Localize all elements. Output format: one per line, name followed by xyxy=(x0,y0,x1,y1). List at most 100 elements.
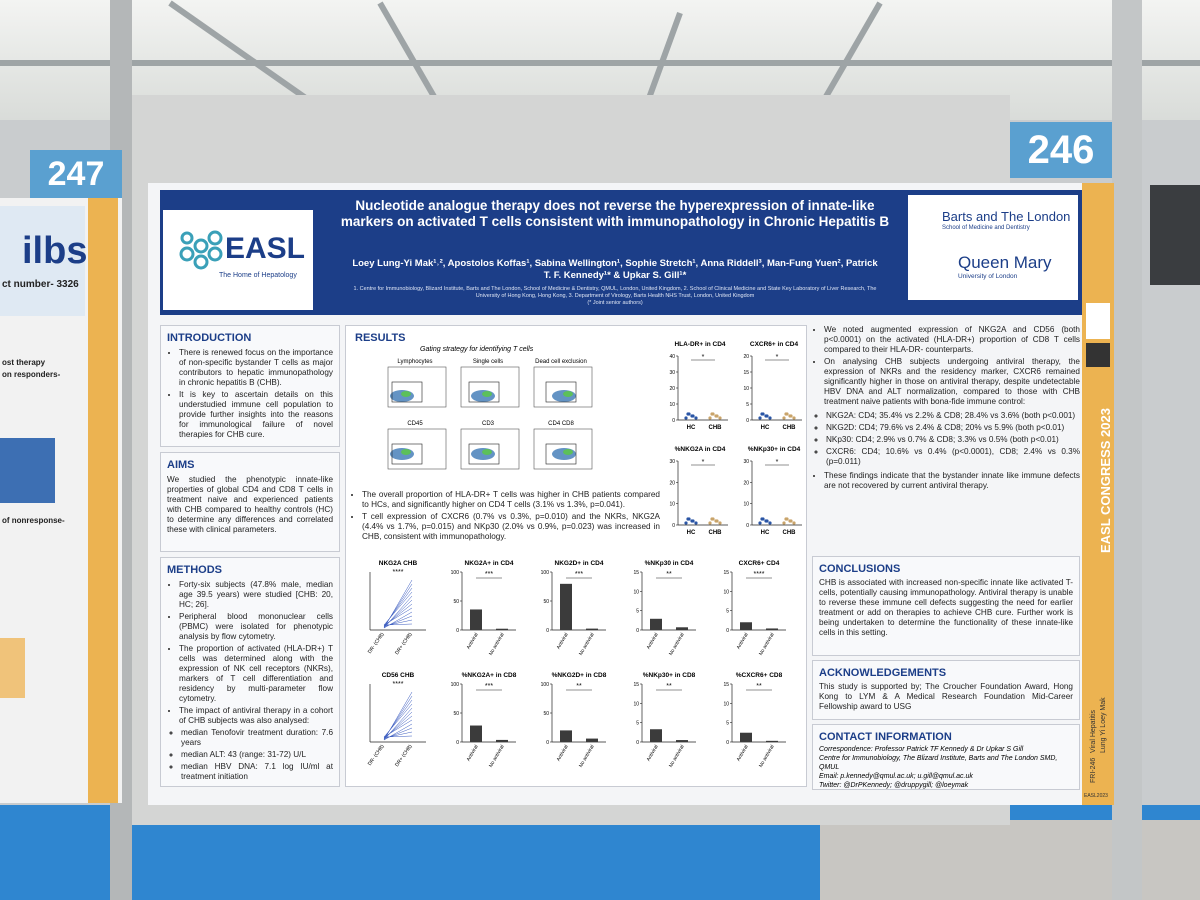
gating-figure: Lymphocytes Single cells Dead cell exclusi… xyxy=(380,356,600,476)
sample-dot xyxy=(760,412,764,416)
gate xyxy=(391,381,423,403)
bullet: On analysing CHB subjects undergoing ant… xyxy=(824,357,1080,407)
significance: ** xyxy=(666,683,672,690)
contact-line: Centre for Immunobiology, The Blizard In… xyxy=(819,755,1058,771)
scatter-chart: %NKp30+ in CD4 0 10 20 30 HC CHB * xyxy=(743,446,802,536)
barts-sub: School of Medicine and Dentistry xyxy=(942,225,1030,231)
y-tick-label: 15 xyxy=(723,570,729,576)
gate xyxy=(545,381,577,403)
bar-chart: CXCR6+ CD4 0 5 10 15 Antiviral No antiviral ***… xyxy=(723,560,786,657)
sample-dot xyxy=(690,519,694,523)
sample-dot xyxy=(684,416,688,420)
conclusions-text: CHB is associated with increased non-spe… xyxy=(819,578,1073,637)
significance: * xyxy=(702,354,705,361)
y-tick-label: 10 xyxy=(743,502,749,508)
y-tick-label: 50 xyxy=(543,711,549,717)
y-tick-label: 0 xyxy=(672,418,675,424)
gating-panel: CD3 xyxy=(460,421,520,470)
poster-code: FRI-246 xyxy=(1090,757,1097,783)
bullet: NKG2D: CD4; 79.6% vs 2.4% & CD8; 20% vs … xyxy=(826,423,1080,433)
gate xyxy=(391,443,423,465)
x-tick-label: DR+ (CHB) xyxy=(394,743,414,768)
chart-title: HLA-DR+ in CD4 xyxy=(674,341,725,348)
aims-box: AIMS We studied the phenotypic innate-li… xyxy=(160,452,340,552)
y-tick-label: 30 xyxy=(669,370,675,376)
gate xyxy=(468,381,500,403)
significance: *** xyxy=(485,683,493,690)
conclusions-box: CONCLUSIONS CHB is associated with incre… xyxy=(812,556,1080,656)
sample-dot xyxy=(784,517,788,521)
sub-bullet-list: median Tenofovir treatment duration: 7.6… xyxy=(167,728,333,782)
phone-icon xyxy=(1086,303,1110,339)
y-tick-label: 10 xyxy=(669,502,675,508)
y-tick-label: 5 xyxy=(746,402,749,408)
significance: * xyxy=(776,459,779,466)
scatter-charts: HLA-DR+ in CD4 0 10 20 30 40 HC CHB * CXCR6+ in C… xyxy=(660,340,805,550)
easl-logo: EASL The Home of Hepatology xyxy=(163,210,313,310)
panel-title: CD4 CD8 xyxy=(548,421,574,427)
paired-chart: CD56 CHB DR- (CHB) DR+ (CHB) **** xyxy=(367,672,426,768)
bar xyxy=(766,740,778,742)
bar xyxy=(586,628,598,630)
cell-cloud xyxy=(563,449,573,455)
section-heading: CONTACT INFORMATION xyxy=(819,731,952,743)
qm-name: Queen Mary xyxy=(958,253,1052,272)
y-tick-label: 10 xyxy=(633,701,639,707)
x-tick-label: CHB xyxy=(783,425,797,431)
bullet-list: These findings indicate that the bystand… xyxy=(812,471,1080,491)
affiliations: 1. Centre for Immunobiology, Blizard Ins… xyxy=(350,286,880,307)
y-tick-label: 10 xyxy=(633,589,639,595)
y-tick-label: 20 xyxy=(743,480,749,486)
sample-dot xyxy=(714,519,718,523)
bullet: NKG2A: CD4; 35.4% vs 2.2% & CD8; 28.4% v… xyxy=(826,411,1080,421)
bullet-list: Forty-six subjects (47.8% male, median a… xyxy=(167,580,333,726)
sample-dot xyxy=(788,414,792,418)
bar xyxy=(560,730,572,742)
pair-line xyxy=(383,703,413,738)
qm-sub: University of London xyxy=(958,273,1018,280)
affiliation-text: 1. Centre for Immunobiology, Blizard Ins… xyxy=(353,286,877,299)
contact-lines: Correspondence: Professor Patrick TF Ken… xyxy=(819,745,1073,790)
gating-panel: CD4 CD8 xyxy=(533,421,593,470)
y-tick-label: 20 xyxy=(743,354,749,360)
bar-chart: %NKp30+ in CD8 0 5 10 15 Antiviral No antivira… xyxy=(633,672,696,769)
sample-dot xyxy=(758,521,762,525)
neighbor-logo xyxy=(0,206,85,316)
significance: *** xyxy=(485,571,493,578)
x-tick-label: No antiviral xyxy=(758,632,776,657)
panel-title: Single cells xyxy=(473,359,503,365)
congress-label: EASL CONGRESS 2023 xyxy=(1098,408,1113,553)
sub-bullet-list: NKG2A: CD4; 35.4% vs 2.2% & CD8; 28.4% v… xyxy=(812,411,1080,467)
chart-title: %CXCR6+ CD8 xyxy=(736,672,783,679)
neighbor-text: ost therapy xyxy=(2,358,46,367)
y-tick-label: 0 xyxy=(546,740,549,746)
x-tick-label: No antiviral xyxy=(668,744,686,769)
bullet: median Tenofovir treatment duration: 7.6… xyxy=(181,728,333,748)
chart-title: CD56 CHB xyxy=(382,672,415,679)
bar xyxy=(676,740,688,742)
sample-dot xyxy=(782,521,786,525)
chart-title: %NKp30 in CD4 xyxy=(645,560,694,567)
y-tick-label: 5 xyxy=(636,609,639,615)
bar xyxy=(470,609,482,630)
bar-chart: %CXCR6+ CD8 0 5 10 15 Antiviral No antiviral ** xyxy=(723,672,786,769)
bullet: The impact of antiviral therapy in a coh… xyxy=(179,706,333,726)
chart-title: %NKG2A+ in CD8 xyxy=(462,672,517,679)
gate xyxy=(545,443,577,465)
easl-icon xyxy=(179,230,223,270)
findings: We noted augmented expression of NKG2A a… xyxy=(812,325,1080,550)
x-tick-label: Antiviral xyxy=(736,744,750,762)
y-tick-label: 20 xyxy=(669,480,675,486)
bullet-list: We noted augmented expression of NKG2A a… xyxy=(812,325,1080,407)
presenter: Lung Yi Loey Mak xyxy=(1100,697,1107,753)
x-tick-label: No antiviral xyxy=(488,744,506,769)
significance: * xyxy=(776,354,779,361)
x-tick-label: Antiviral xyxy=(646,744,660,762)
bar xyxy=(650,729,662,742)
y-tick-label: 10 xyxy=(723,701,729,707)
bar-chart: NKG2A+ in CD4 0 50 100 Antiviral No antiviral… xyxy=(451,560,516,657)
sample-dot xyxy=(768,416,772,420)
easl-tagline: The Home of Hepatology xyxy=(219,272,297,279)
section-heading: INTRODUCTION xyxy=(167,332,252,344)
